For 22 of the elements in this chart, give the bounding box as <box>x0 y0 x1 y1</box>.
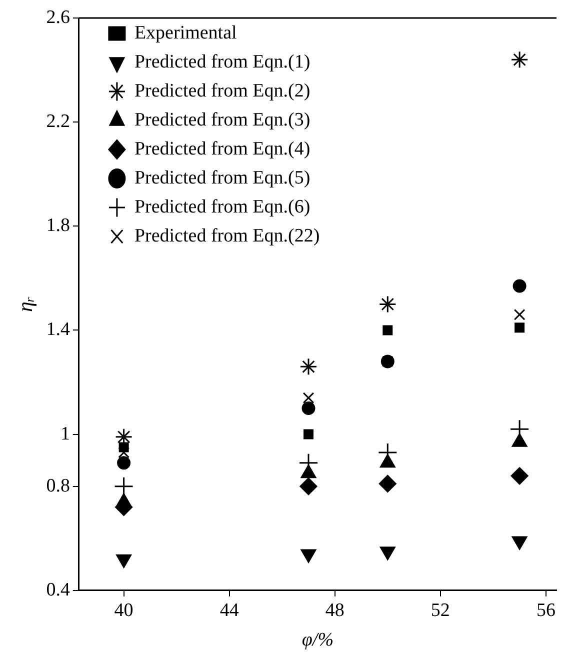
x-tick-label: 48 <box>325 600 344 621</box>
legend-label: Predicted from Eqn.(1) <box>134 51 310 72</box>
y-axis-title: ηᵣ <box>13 296 38 312</box>
legend-label: Predicted from Eqn.(4) <box>134 138 310 160</box>
y-tick-label: 2.6 <box>46 6 70 28</box>
y-tick-label: 2.2 <box>46 111 70 132</box>
x-tick-label: 56 <box>536 600 556 621</box>
legend-label: Predicted from Eqn.(22) <box>134 225 320 246</box>
y-tick-label: 1.8 <box>46 215 70 236</box>
y-tick-label: 0.4 <box>46 579 70 600</box>
y-tick-label: 0.8 <box>46 475 70 496</box>
y-tick-label: 1 <box>60 423 70 444</box>
legend-label: Experimental <box>134 22 237 44</box>
legend-label: Predicted from Eqn.(2) <box>134 80 310 102</box>
x-tick-label: 40 <box>114 600 134 621</box>
x-tick-label: 44 <box>220 600 240 621</box>
y-tick-label: 1.4 <box>46 319 70 340</box>
x-axis-title: φ/% <box>302 630 334 651</box>
x-tick-label: 52 <box>430 600 450 621</box>
legend-label: Predicted from Eqn.(3) <box>134 109 310 130</box>
legend-label: Predicted from Eqn.(5) <box>134 167 310 188</box>
legend-label: Predicted from Eqn.(6) <box>134 196 310 218</box>
